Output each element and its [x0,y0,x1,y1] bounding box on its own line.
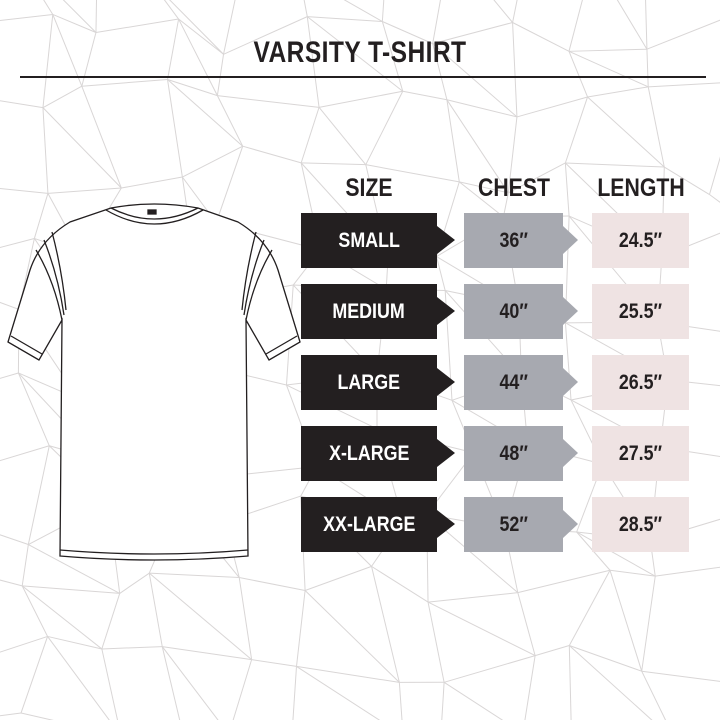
size-cell: XX-LARGE [301,497,455,552]
length-cell: 25.5″ [592,284,689,339]
header-length: LENGTH [597,174,685,202]
title-divider [20,76,706,78]
header-size: SIZE [345,174,393,202]
chest-value: 44″ [499,370,528,394]
length-cell: 26.5″ [592,355,689,410]
chest-cell: 40″ [464,284,578,339]
arrow-right-icon [563,226,578,254]
header-chest: CHEST [477,174,551,202]
arrow-right-icon [437,297,455,325]
length-cell: 28.5″ [592,497,689,552]
chest-cell: 44″ [464,355,578,410]
chest-value: 48″ [499,441,528,465]
size-cell: X-LARGE [301,426,455,481]
chest-value: 36″ [499,228,528,252]
chest-value: 40″ [499,299,528,323]
length-cell: 27.5″ [592,426,689,481]
size-cell: MEDIUM [301,284,455,339]
size-cell: LARGE [301,355,455,410]
length-cell: 24.5″ [592,213,689,268]
length-value: 26.5″ [618,370,663,394]
length-value: 28.5″ [618,512,663,536]
length-value: 27.5″ [618,441,663,465]
tshirt-illustration [7,203,301,561]
arrow-right-icon [563,297,578,325]
chest-cell: 52″ [464,497,578,552]
size-label: XX-LARGE [322,512,416,536]
arrow-right-icon [437,226,455,254]
size-label: X-LARGE [328,441,410,465]
arrow-right-icon [563,510,578,538]
size-label: LARGE [337,370,401,394]
size-cell: SMALL [301,213,455,268]
length-value: 24.5″ [618,228,663,252]
chest-value: 52″ [499,512,528,536]
length-value: 25.5″ [618,299,663,323]
arrow-right-icon [437,510,455,538]
chest-cell: 48″ [464,426,578,481]
arrow-right-icon [563,439,578,467]
arrow-right-icon [437,368,455,396]
arrow-right-icon [437,439,455,467]
arrow-right-icon [563,368,578,396]
page-title: VARSITY T-SHIRT [253,36,467,69]
size-label: SMALL [338,228,400,252]
chest-cell: 36″ [464,213,578,268]
size-label: MEDIUM [332,299,406,323]
